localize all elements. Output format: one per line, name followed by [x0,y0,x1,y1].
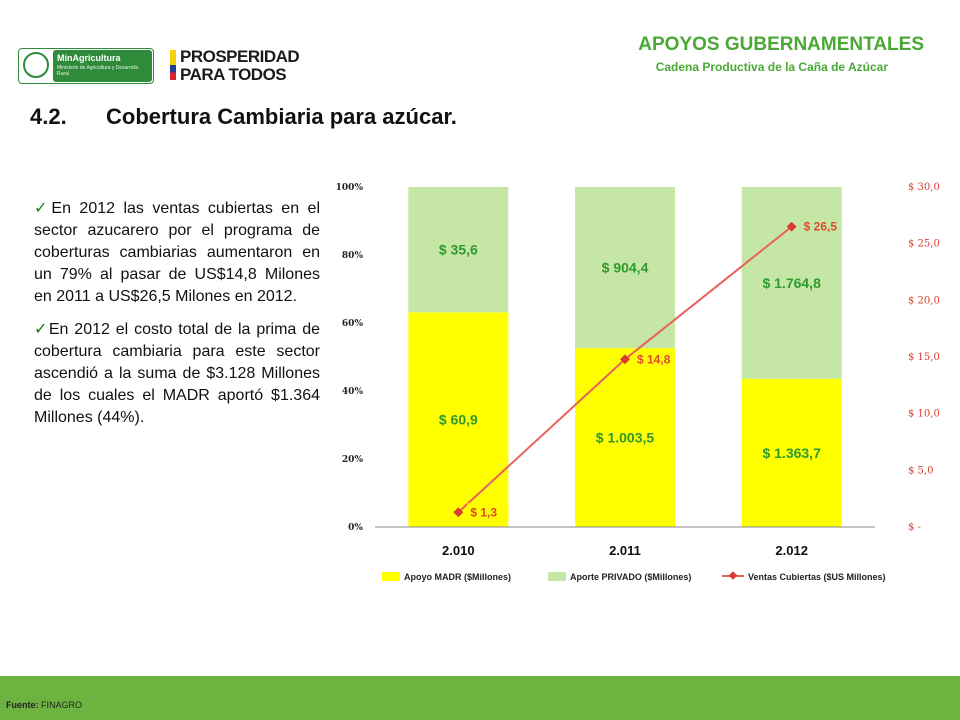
bar-value-label: $ 1.003,5 [596,430,655,446]
category-tick-label: 2.010 [442,543,475,558]
prosperidad-line1: PROSPERIDAD [180,47,300,66]
bullet-text: En 2012 el costo total de la prima de co… [34,321,321,426]
section-title: Cobertura Cambiaria para azúcar. [106,104,457,129]
prosperidad-logo: PROSPERIDAD PARA TODOS [170,46,318,84]
left-axis-tick-label: 80% [342,251,364,261]
right-axis-tick-label: $ 5,0 [908,465,933,476]
right-axis-tick-label: $ 30,0 [908,182,940,193]
bullet-item: ✓En 2012 las ventas cubiertas en el sect… [34,198,320,308]
right-axis-tick-label: $ - [908,522,921,533]
line-label-bg [467,503,509,521]
right-axis-tick-label: $ 20,0 [908,295,940,306]
line-value-label: $ 1,3 [470,505,497,519]
minagricultura-badge: MinAgricultura Ministerio de Agricultura… [53,50,152,82]
line-point [620,354,630,365]
left-axis-tick-label: 40% [342,387,364,397]
bullet-text: En 2012 las ventas cubiertas en el secto… [34,200,320,305]
left-axis-tick-label: 0% [348,523,363,533]
section-heading: 4.2. Cobertura Cambiaria para azúcar. [30,104,457,130]
bar-segment [575,348,675,527]
bar-segment [408,187,509,313]
line-value-label: $ 14,8 [637,352,671,366]
bar-value-label: $ 1.764,8 [762,275,821,291]
legend-marker [728,571,738,580]
bar-segment [575,187,675,349]
bar-value-label: $ 35,6 [439,242,478,258]
category-tick-label: 2.012 [775,543,808,558]
logos: MinAgricultura Ministerio de Agricultura… [18,46,318,86]
header-subtitle: Cadena Productiva de la Caña de Azúcar [655,60,888,74]
minagricultura-logo: MinAgricultura Ministerio de Agricultura… [18,48,154,84]
bar-segment [741,187,842,379]
bar-value-label: $ 60,9 [439,412,478,428]
bar-value-label: $ 904,4 [602,260,649,276]
source-value: FINAGRO [41,700,83,710]
bullet-item: ✓En 2012 el costo total de la prima de c… [34,319,320,429]
bullet-list: ✓En 2012 las ventas cubiertas en el sect… [34,198,320,440]
right-axis-tick-label: $ 25,0 [908,239,940,250]
minagricultura-name: MinAgricultura [57,53,121,63]
left-axis-tick-label: 20% [342,455,364,465]
bar-value-label: $ 1.363,7 [762,445,821,461]
right-axis-tick-label: $ 15,0 [908,352,940,363]
line-point [453,507,464,518]
checkmark-icon: ✓ [34,321,49,338]
right-axis-tick-label: $ 10,0 [908,409,940,420]
coat-of-arms-icon [23,52,49,78]
footer-bar: Fuente: FINAGRO [0,676,960,720]
bar-segment [741,378,842,527]
left-axis-tick-label: 100% [336,183,364,193]
source-label: Fuente: [6,700,39,710]
header-title: APOYOS GUBERNAMENTALES [638,34,924,55]
category-tick-label: 2.011 [609,543,641,558]
legend-label: Ventas Cubiertas ($US Millones) [748,572,886,582]
legend-label: Apoyo MADR ($Millones) [404,572,511,582]
line-value-label: $ 26,5 [804,220,838,234]
coverage-chart: 0% 20% 40% 60% 80% 100% $ - $ 5,0 $ 10,0 $ 15,0 $ … [336,182,940,582]
legend-swatch [382,572,400,581]
source-note: Fuente: FINAGRO [6,700,82,710]
minagricultura-subtitle: Ministerio de Agricultura y Desarrollo R… [57,65,139,77]
checkmark-icon: ✓ [34,200,52,217]
left-axis-tick-label: 60% [342,319,364,329]
colombia-flag-icon [170,50,176,80]
legend-label: Aporte PRIVADO ($Millones) [570,572,691,582]
bar-segment [408,312,509,527]
section-number: 4.2. [30,104,67,129]
prosperidad-line2: PARA TODOS [180,65,287,84]
legend-swatch [548,572,566,581]
